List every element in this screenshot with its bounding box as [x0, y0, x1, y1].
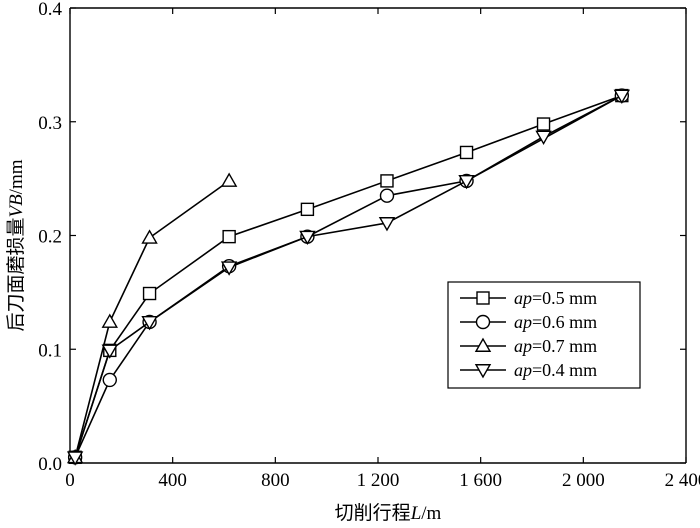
y-tick-label: 0.4	[38, 0, 62, 20]
x-axis-title: 切削行程L/m	[335, 502, 442, 524]
x-tick-label: 400	[158, 470, 187, 491]
circle-marker	[102, 372, 117, 388]
triangle-up-marker	[474, 337, 492, 352]
legend-label-rest: =0.4 mm	[532, 360, 597, 380]
x-tick-label: 800	[261, 470, 290, 491]
x-axis-title-suffix: /m	[421, 503, 441, 524]
y-axis-title: 后刀面磨损量VB/mm	[5, 159, 27, 331]
legend-label-rest: =0.6 mm	[532, 312, 597, 332]
y-axis-title-italic: VB	[6, 194, 27, 218]
square-marker	[536, 117, 551, 131]
legend-label-italic: ap	[514, 336, 532, 356]
square-marker	[300, 202, 315, 217]
triangle-down-marker	[378, 217, 396, 232]
triangle-down-marker	[141, 316, 158, 331]
series-triangle-down	[66, 89, 631, 466]
legend-label: ap=0.4 mm	[514, 360, 597, 380]
series-line	[74, 180, 230, 458]
axes: 0 400 800 1 200 1 600 2 000 2 400 0.0 0.1 0.2 0.3 0…	[38, 0, 700, 491]
triangle-up-marker	[101, 313, 118, 328]
series-line	[74, 94, 623, 458]
y-tick-label: 0.0	[38, 454, 62, 475]
y-axis-title-prefix: 后刀面磨损量	[5, 218, 27, 332]
circle-marker	[379, 188, 395, 203]
triangle-down-marker	[474, 364, 492, 379]
triangle-down-marker	[613, 89, 631, 104]
series-circle	[67, 88, 630, 465]
triangle-down-marker	[220, 261, 238, 276]
x-tick-label: 1 600	[459, 470, 502, 491]
series-line	[74, 94, 623, 458]
legend-label-rest: =0.5 mm	[532, 288, 597, 308]
square-marker	[142, 286, 157, 301]
y-tick-label: 0.2	[38, 227, 62, 248]
legend-label-italic: ap	[514, 288, 532, 308]
axis-titles: 切削行程L/m 后刀面磨损量VB/mm	[5, 159, 442, 524]
triangle-down-marker	[299, 230, 316, 246]
x-axis-title-italic: L	[410, 503, 422, 524]
triangle-down-marker	[101, 344, 118, 359]
y-tick-label: 0.3	[38, 113, 62, 134]
triangle-up-marker	[220, 172, 238, 187]
x-tick-label: 0	[65, 470, 75, 491]
x-tick-label: 1 200	[357, 470, 400, 491]
legend-label: ap=0.6 mm	[514, 312, 597, 332]
x-tick-label: 2 000	[562, 470, 605, 491]
legend-label-italic: ap	[514, 360, 532, 380]
square-marker	[459, 145, 474, 160]
legend-label: ap=0.5 mm	[514, 288, 597, 308]
series-square	[68, 88, 629, 465]
series-line	[74, 94, 623, 458]
square-marker	[380, 174, 394, 188]
x-tick-label: 2 400	[665, 470, 700, 491]
x-axis-title-prefix: 切削行程	[335, 502, 411, 524]
circle-marker	[475, 314, 491, 330]
square-marker	[476, 291, 490, 305]
triangle-up-marker	[141, 229, 158, 244]
series-layer	[66, 88, 631, 466]
square-marker	[222, 229, 236, 244]
triangle-down-marker	[458, 174, 475, 190]
y-tick-label: 0.1	[38, 340, 62, 361]
legend-label-rest: =0.7 mm	[532, 336, 597, 356]
legend-label: ap=0.7 mm	[514, 336, 597, 356]
legend-label-italic: ap	[514, 312, 532, 332]
triangle-down-marker	[535, 130, 552, 145]
triangle-down-marker	[66, 451, 84, 466]
y-axis-title-suffix: /mm	[6, 159, 27, 194]
